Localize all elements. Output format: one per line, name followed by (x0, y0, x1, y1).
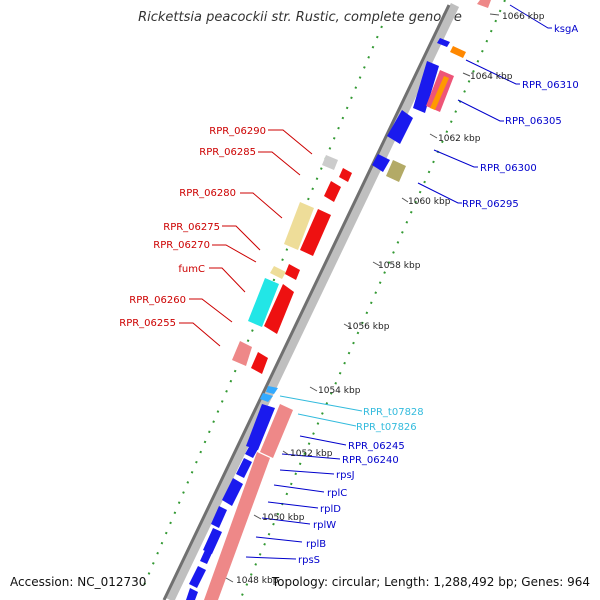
gene-labels-right: ksgA RPR_06310 RPR_06305 RPR_06300 RPR_06295… (298, 24, 579, 566)
gene-label: RPR_06260 (129, 295, 186, 306)
kbp-label: 1062 kbp (438, 134, 481, 144)
genome-summary-label: Topology: circular; Length: 1,288,492 bp… (271, 575, 590, 589)
map-title: Rickettsia peacockii str. Rustic, comple… (138, 10, 462, 25)
gene-block (300, 209, 331, 256)
kbp-label: 1066 kbp (502, 12, 545, 22)
gene-block (387, 110, 413, 144)
accession-label: Accession: NC_012730 (10, 575, 147, 589)
gene-label: RPR_06255 (119, 318, 176, 329)
gene-block (236, 458, 252, 478)
kbp-label: 1064 kbp (470, 72, 513, 82)
gene-block (200, 550, 212, 564)
gene-block (430, 76, 449, 110)
kbp-label: 1050 kbp (262, 513, 305, 523)
gene-label: RPR_06305 (505, 116, 562, 127)
gene-label: rpsJ (336, 470, 355, 481)
gene-label: RPR_06275 (163, 222, 220, 233)
gene-label: rplC (327, 488, 347, 499)
kbp-label: 1048 kbp (236, 576, 279, 586)
gene-label: RPR_06310 (522, 80, 579, 91)
gene-block (246, 404, 275, 450)
gene-block (270, 266, 286, 279)
gene-labels-left: RPR_06290 RPR_06285 RPR_06280 RPR_06275 RPR_… (119, 126, 266, 329)
gene-label: fumC (178, 264, 205, 275)
kbp-labels: 1066 kbp 1064 kbp 1062 kbp 1060 kbp 1058 kbp… (236, 12, 545, 586)
gene-block (203, 528, 222, 554)
gene-block (248, 278, 279, 327)
kbp-label: 1054 kbp (318, 386, 361, 396)
gene-block (186, 588, 198, 600)
kbp-label: 1052 kbp (290, 449, 333, 459)
gene-block (322, 155, 338, 170)
gene-block (413, 61, 439, 113)
gene-block (372, 154, 390, 172)
kbp-label: 1058 kbp (378, 261, 421, 271)
gene-label: rplW (313, 520, 336, 531)
gene-label: RPR_06240 (342, 455, 399, 466)
gene-block (477, 0, 491, 8)
gene-block (245, 445, 258, 458)
gene-label: RPR_06290 (209, 126, 266, 137)
gene-block (324, 181, 341, 202)
gene-block (339, 168, 352, 182)
gene-block (211, 506, 227, 528)
gene-block (260, 393, 273, 402)
gene-label: rplD (320, 504, 341, 515)
gene-label: rplB (306, 539, 326, 550)
kbp-label: 1060 kbp (408, 197, 451, 207)
gene-block (437, 38, 450, 47)
gene-label: RPR_06245 (348, 441, 405, 452)
gene-label: rpsS (298, 555, 320, 566)
gene-block (251, 352, 268, 374)
gene-label: ksgA (554, 24, 578, 35)
gene-block (386, 160, 406, 182)
genome-backbone (162, 3, 460, 600)
gene-label: RPR_06285 (199, 147, 256, 158)
gene-block (232, 341, 252, 366)
feature-blocks (186, 0, 491, 600)
gene-block (189, 566, 206, 588)
gene-label: RPR_06280 (179, 188, 236, 199)
gene-block (222, 478, 243, 506)
gene-block (260, 404, 293, 458)
gene-label: RPR_t07828 (363, 407, 424, 418)
gene-block (284, 202, 314, 250)
gene-label: RPR_06295 (462, 199, 519, 210)
gene-label: RPR_06300 (480, 163, 537, 174)
kbp-label: 1056 kbp (347, 322, 390, 332)
gene-block (266, 386, 278, 394)
gene-block (204, 452, 270, 600)
gene-block (264, 284, 294, 334)
gene-block (450, 46, 466, 58)
leader-lines-left (179, 129, 313, 347)
gene-block (285, 264, 300, 280)
gene-label: RPR_t07826 (356, 422, 417, 433)
leader-lines-right (245, 4, 552, 560)
gene-label: RPR_06270 (153, 240, 210, 251)
kbp-tick-marks (225, 13, 500, 583)
